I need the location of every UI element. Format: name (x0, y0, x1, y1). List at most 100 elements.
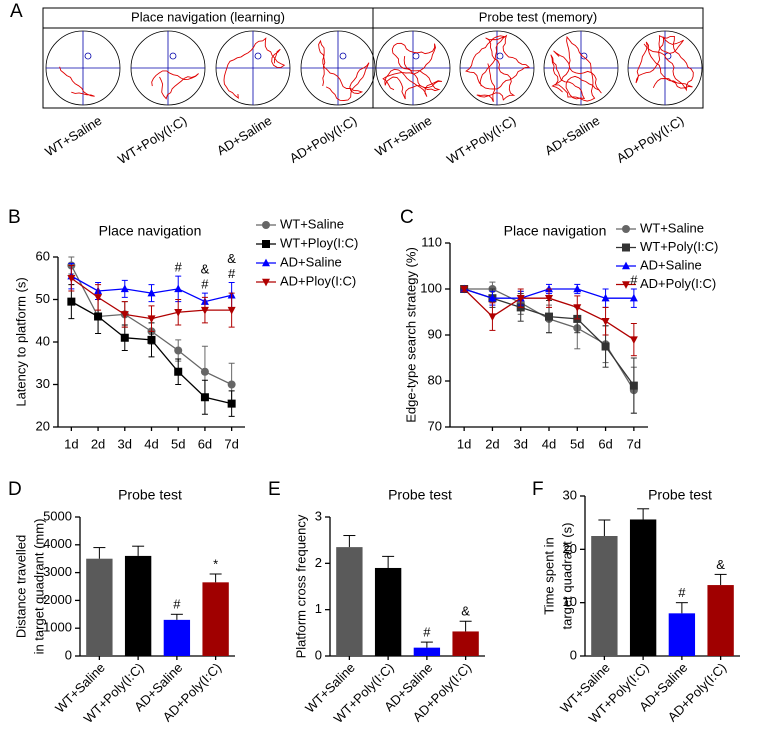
y-tick-label: 60 (36, 248, 50, 263)
panel-label: F (532, 479, 544, 500)
group-label: WT+Saline (42, 113, 104, 160)
y-tick-label: 40 (36, 333, 50, 348)
y-axis-label: Distance travelled (13, 535, 28, 638)
y-tick-label: 80 (428, 372, 442, 387)
x-tick-label: 1d (64, 436, 78, 451)
marker (67, 297, 76, 306)
marker (545, 312, 553, 321)
marker (573, 304, 582, 312)
marker (601, 318, 610, 326)
y-tick-label: 20 (563, 541, 577, 556)
y-tick-label: 0 (315, 647, 322, 662)
chart-title: Probe test (118, 487, 182, 503)
marker (460, 285, 469, 294)
group-label: WT+Poly(I:C) (444, 113, 518, 167)
error-bar (170, 613, 183, 620)
y-tick-label: 10 (563, 594, 577, 609)
legend-marker (622, 243, 630, 252)
bar (707, 585, 734, 656)
bar (374, 567, 402, 656)
trajectory (151, 70, 199, 100)
x-tick-label: 2d (485, 436, 499, 451)
x-tick-label: 1d (457, 436, 471, 451)
x-tick-label: 6d (198, 436, 212, 451)
legend-label: AD+Saline (280, 254, 342, 269)
annotation: & (201, 262, 210, 277)
trajectory (465, 34, 531, 102)
legend-label: AD+Ploy(I:C) (280, 273, 356, 288)
legend-label: WT+Poly(I:C) (640, 239, 718, 254)
marker (227, 399, 236, 408)
marker (516, 295, 525, 303)
legend-label: AD+Poly(I:C) (640, 276, 716, 291)
marker (174, 346, 183, 355)
platform (580, 52, 588, 60)
trajectory (550, 35, 602, 102)
trajectory (223, 37, 286, 100)
y-tick-label: 20 (36, 418, 50, 433)
legend-label: WT+Saline (280, 216, 344, 231)
marker (200, 367, 209, 376)
error-bar (598, 519, 611, 536)
group-label: AD+Poly(I:C) (614, 113, 687, 166)
bar (124, 555, 152, 656)
error-bar (93, 547, 106, 559)
marker (601, 342, 610, 351)
marker (174, 367, 183, 376)
annotation: # (173, 597, 181, 612)
legend-marker (622, 281, 630, 289)
marker (227, 306, 236, 315)
marker (174, 284, 183, 293)
x-tick-label: 5d (570, 436, 584, 451)
bar (668, 613, 696, 656)
x-tick-label: 2d (91, 436, 105, 451)
error-bar (209, 573, 222, 583)
marker (120, 333, 129, 342)
y-tick-label: 0 (65, 647, 72, 662)
annotation: & (227, 251, 236, 266)
trajectory (59, 66, 95, 97)
annotation: & (461, 604, 470, 619)
y-tick-label: 0 (570, 647, 577, 662)
platform (339, 52, 347, 60)
marker (200, 306, 209, 315)
marker (147, 288, 156, 297)
marker (67, 275, 76, 283)
y-tick-label: 3000 (43, 564, 72, 579)
annotation: # (201, 277, 209, 292)
platform (84, 52, 92, 60)
legend-marker (262, 240, 270, 248)
chart-title: Probe test (648, 487, 712, 503)
marker (120, 284, 129, 293)
group-label: AD+Saline (214, 113, 274, 158)
panel-label: D (8, 479, 22, 500)
group-label: AD+Poly(I:C) (287, 113, 360, 166)
marker (573, 284, 582, 293)
legend-label: WT+Saline (640, 220, 704, 235)
y-axis-label: target quadrant (s) (559, 523, 574, 630)
error-bar (675, 602, 688, 614)
y-tick-label: 70 (428, 418, 442, 433)
y-axis-label: in target quadrant (mm) (31, 519, 46, 655)
marker (120, 311, 129, 319)
marker (94, 312, 103, 321)
y-tick-label: 1000 (43, 620, 72, 635)
bar (336, 547, 363, 656)
trajectory (318, 39, 370, 101)
annotation: # (630, 272, 638, 287)
marker (147, 315, 156, 324)
chart-title: Place navigation (504, 223, 607, 239)
legend-marker (622, 261, 630, 270)
y-tick-label: 1 (315, 601, 322, 616)
error-bar (382, 555, 395, 568)
y-tick-label: 30 (563, 487, 577, 502)
annotation: # (423, 625, 431, 640)
y-axis-label: Edge-type search strategy (%) (403, 247, 418, 423)
x-tick-label: 4d (144, 436, 158, 451)
platform (412, 52, 420, 60)
marker (488, 313, 497, 321)
marker (200, 393, 209, 402)
error-bar (420, 641, 433, 648)
annotation: # (175, 260, 183, 275)
y-axis-label: Platform cross frequency (293, 514, 308, 658)
